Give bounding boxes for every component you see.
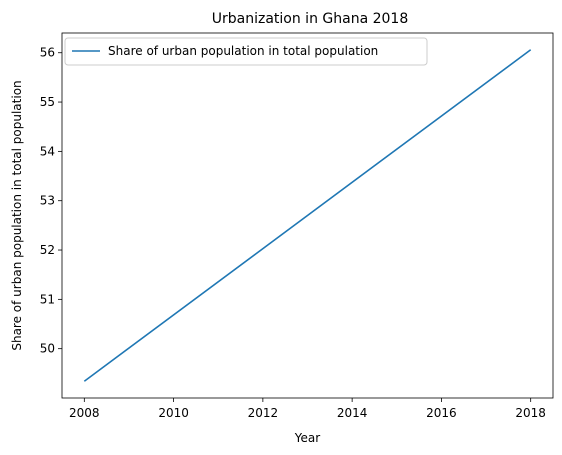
x-tick-label: 2018 [515,406,546,420]
y-tick-label: 54 [40,144,55,158]
y-tick-label: 55 [40,95,55,109]
y-axis-label: Share of urban population in total popul… [10,80,24,350]
legend-box [64,37,428,66]
x-tick-label: 2012 [248,406,279,420]
y-axis-ticks: 50 51 52 53 54 55 56 [40,46,62,356]
y-tick-label: 52 [40,243,55,257]
x-tick-label: 2014 [337,406,368,420]
series-line [83,49,532,382]
series-layer [83,49,532,382]
x-axis-label: Year [294,431,320,445]
y-tick-label: 51 [40,292,55,306]
y-tick-label: 53 [40,194,55,208]
x-tick-label: 2010 [158,406,189,420]
y-tick-label: 50 [40,342,55,356]
x-axis-ticks: 2008 2010 2012 2014 2016 2018 [69,398,546,420]
x-tick-label: 2016 [426,406,457,420]
y-tick-label: 56 [40,46,55,60]
chart-title: Urbanization in Ghana 2018 [212,11,408,27]
legend: Share of urban population in total popul… [64,37,428,66]
x-tick-label: 2008 [69,406,100,420]
plot-area-frame [61,32,554,399]
legend-label: Share of urban population in total popul… [108,44,378,58]
